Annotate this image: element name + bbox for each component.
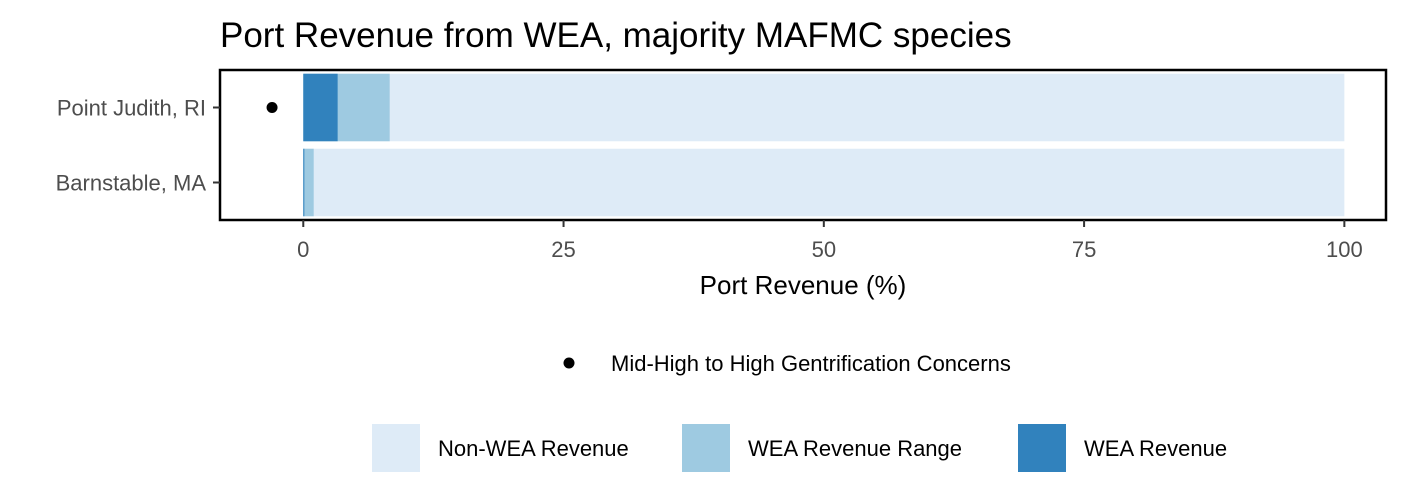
point-legend: Mid-High to High Gentrification Concerns xyxy=(563,351,1011,376)
legend-label-wea-revenue: WEA Revenue xyxy=(1084,436,1227,461)
bar-wea-revenue-barnstable-ma xyxy=(303,148,305,217)
x-tick-label-100: 100 xyxy=(1326,237,1363,262)
bars-layer xyxy=(303,73,1345,217)
gentrification-point-point-judith-ri xyxy=(266,102,278,113)
chart-title: Port Revenue from WEA, majority MAFMC sp… xyxy=(220,16,1012,55)
x-tick-label-75: 75 xyxy=(1072,237,1096,262)
y-tick-label-barnstable-ma: Barnstable, MA xyxy=(56,171,207,196)
legend-label-wea-revenue-range: WEA Revenue Range xyxy=(748,436,962,461)
x-tick-label-50: 50 xyxy=(812,237,836,262)
legend-label-non-wea-revenue: Non-WEA Revenue xyxy=(438,436,629,461)
legend-swatch-non-wea-revenue xyxy=(372,424,420,472)
legend-swatch-wea-revenue-range xyxy=(682,424,730,472)
bar-wea-revenue-point-judith-ri xyxy=(303,73,338,142)
legend-swatch-wea-revenue xyxy=(1018,424,1066,472)
x-tick-label-25: 25 xyxy=(551,237,575,262)
x-tick-label-0: 0 xyxy=(297,237,309,262)
point-legend-marker xyxy=(563,357,575,369)
bar-non-wea-revenue-point-judith-ri xyxy=(303,73,1345,142)
plot-panel-border xyxy=(218,68,1388,222)
y-axis: Point Judith, RI Barnstable, MA xyxy=(56,96,220,196)
point-legend-label: Mid-High to High Gentrification Concerns xyxy=(611,351,1011,376)
x-axis-title: Port Revenue (%) xyxy=(700,270,907,300)
bar-wea-revenue-range-barnstable-ma xyxy=(303,148,314,217)
points-layer xyxy=(266,102,278,113)
x-axis: 0 25 50 75 100 xyxy=(297,220,1363,262)
fill-legend: Non-WEA Revenue WEA Revenue Range WEA Reve… xyxy=(372,424,1227,472)
y-tick-label-point-judith-ri: Point Judith, RI xyxy=(57,96,206,121)
bar-non-wea-revenue-barnstable-ma xyxy=(303,148,1345,217)
